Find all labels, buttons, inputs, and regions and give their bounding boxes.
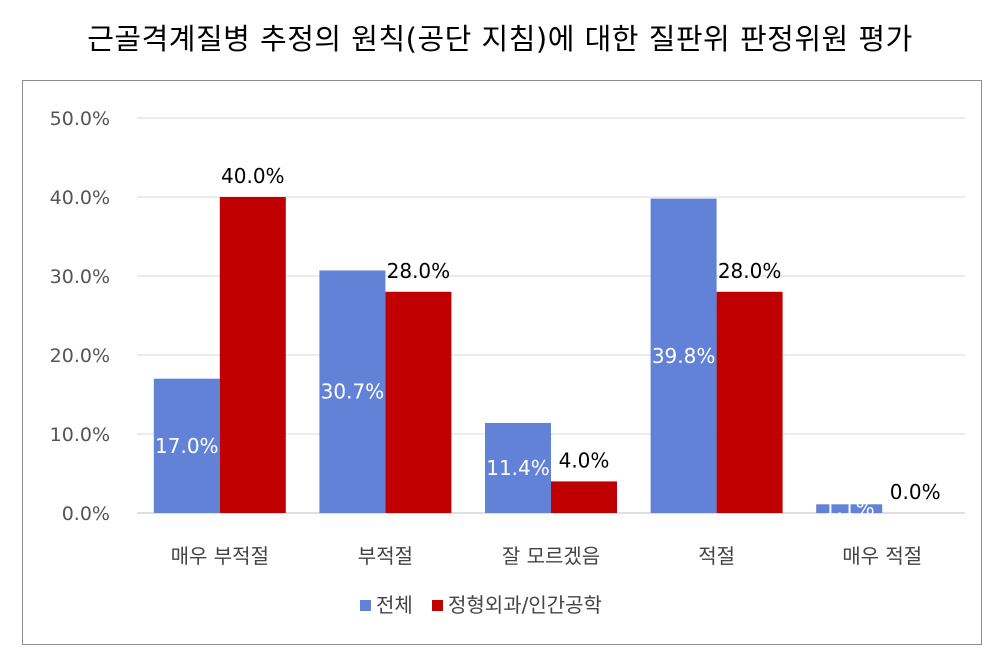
y-tick-label: 20.0% <box>50 345 110 367</box>
y-tick-label: 10.0% <box>50 424 110 446</box>
y-tick-label: 50.0% <box>50 108 110 130</box>
legend-label: 정형외과/인간공학 <box>448 593 602 617</box>
data-label: 39.8% <box>652 344 716 368</box>
x-axis-categories: 매우 부적절 부적절 잘 모르겠음 적절 매우 적절 <box>171 544 923 568</box>
chart-title: 근골격계질병 추정의 원칙(공단 지침)에 대한 질판위 판정위원 평가 <box>87 22 913 56</box>
bar-overall <box>650 198 717 513</box>
y-axis-ticks: 0.0% 10.0% 20.0% 30.0% 40.0% 50.0% <box>50 108 110 525</box>
bar-ortho <box>219 197 286 513</box>
data-labels: 17.0% 40.0% 30.7% 28.0% 11.4% 4.0% 39.8% 28.0% 1… <box>155 164 941 520</box>
y-tick-label: 40.0% <box>50 187 110 209</box>
legend-swatch <box>360 600 371 611</box>
data-label: 28.0% <box>387 259 451 283</box>
legend: 전체 정형외과/인간공학 <box>360 593 602 617</box>
bar-ortho <box>716 291 783 513</box>
data-label: 17.0% <box>155 434 219 458</box>
bar-overall <box>153 378 220 513</box>
data-label: 4.0% <box>559 448 610 472</box>
bar-ortho <box>385 291 452 513</box>
data-label: 11.4% <box>486 456 550 480</box>
legend-label: 전체 <box>376 593 413 617</box>
data-label: 30.7% <box>321 380 385 404</box>
chart-frame <box>22 80 982 645</box>
data-label: 1.1% <box>824 496 875 520</box>
bars <box>153 197 883 513</box>
x-category-label: 잘 모르겠음 <box>502 544 600 568</box>
data-label: 0.0% <box>890 480 941 504</box>
bar-overall <box>319 270 386 513</box>
x-category-label: 매우 적절 <box>842 544 922 568</box>
data-label: 40.0% <box>221 164 285 188</box>
x-category-label: 부적절 <box>358 544 413 568</box>
bar-overall <box>485 422 551 513</box>
bar-ortho <box>551 481 617 513</box>
x-category-label: 매우 부적절 <box>171 544 269 568</box>
y-tick-label: 30.0% <box>50 266 110 288</box>
y-tick-label: 0.0% <box>62 503 110 525</box>
legend-swatch <box>432 600 443 611</box>
data-label: 28.0% <box>718 259 782 283</box>
bar-overall <box>816 504 883 513</box>
x-category-label: 적절 <box>698 544 735 568</box>
